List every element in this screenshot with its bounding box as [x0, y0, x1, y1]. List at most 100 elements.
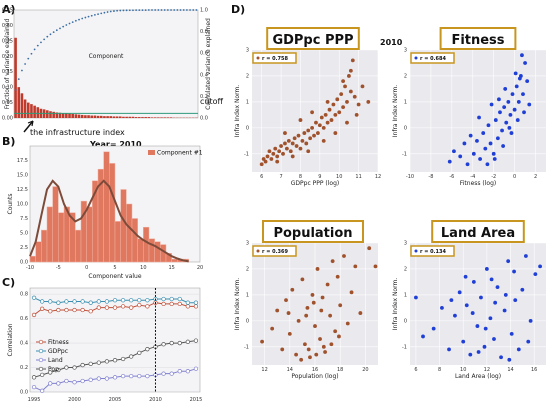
scatter-point	[318, 337, 322, 341]
scatter-point	[345, 100, 349, 104]
scatter-point	[457, 290, 462, 295]
chart-title-frame	[431, 220, 525, 243]
series-point	[31, 384, 37, 390]
scatter-point	[310, 125, 314, 130]
scatter-point	[501, 144, 506, 148]
scatter-point	[314, 120, 318, 125]
scatter-point	[333, 329, 338, 334]
y2-tick-label: 0.8	[200, 29, 208, 35]
scatter-point	[310, 110, 314, 115]
variance-bar	[49, 111, 52, 118]
scatter-point	[339, 92, 344, 97]
y-tick-label: 0.05	[2, 100, 13, 106]
legend-label: Component #1	[157, 150, 203, 157]
scatter-point	[269, 157, 274, 161]
chart-title-frame	[266, 27, 360, 50]
histogram-bar	[137, 238, 144, 263]
scatter-point	[507, 357, 512, 362]
scatter-point	[516, 100, 521, 104]
series-point	[39, 306, 45, 311]
x-tick-label: 5	[113, 265, 116, 271]
y-tick-label: 2	[404, 266, 407, 272]
series-point	[169, 340, 174, 346]
cumulative-point	[144, 9, 147, 12]
series-point	[56, 300, 61, 305]
series-point	[72, 365, 77, 370]
x-tick-label: -10	[406, 174, 414, 180]
scatter-point	[449, 298, 454, 303]
y-tick-label: 0.4	[20, 341, 28, 347]
scatter-point	[273, 146, 278, 151]
scatter-point	[331, 102, 336, 107]
series-point	[145, 298, 150, 303]
series-point	[193, 366, 199, 371]
series-point	[120, 373, 126, 379]
y-tick-label: -1	[402, 344, 407, 350]
scatter-point	[521, 92, 525, 97]
scatter-point	[329, 342, 334, 347]
y-tick-label: 2.5	[20, 245, 28, 251]
series-point	[120, 298, 126, 303]
scatter-point	[347, 74, 351, 78]
series-point	[48, 309, 53, 314]
scatter-point	[463, 274, 468, 279]
y2-tick-label: 0.0	[200, 116, 208, 122]
histogram-bar	[29, 255, 36, 263]
cumulative-point	[113, 10, 115, 12]
y-tick-label: 0.2	[20, 365, 28, 371]
variance-bar	[169, 117, 173, 118]
scatter-point	[305, 305, 310, 310]
scatter-point	[506, 259, 511, 264]
r-legend-marker	[256, 56, 260, 60]
scatter-point	[471, 151, 476, 156]
y-tick-label: 0	[404, 318, 407, 324]
scatter-point	[358, 311, 363, 315]
scatter-plot-area-d1	[252, 50, 378, 172]
series-point	[80, 378, 85, 384]
series-point	[96, 299, 101, 304]
variance-bar	[103, 116, 106, 118]
legend-label: Pop	[48, 366, 59, 373]
variance-bar	[84, 115, 87, 118]
variance-bar	[87, 115, 90, 118]
series-point	[80, 362, 85, 368]
variance-bar	[36, 107, 40, 118]
y-axis-label: Fraction of variance explained	[4, 19, 11, 110]
scatter-point	[447, 159, 452, 164]
variance-bar	[17, 87, 21, 118]
y-tick-label: 0.30	[2, 23, 13, 29]
cumulative-point	[109, 10, 112, 13]
scatter-point	[308, 355, 312, 360]
y-axis-label: Correlation	[7, 323, 14, 356]
legend-marker	[38, 366, 44, 372]
cumulative-point	[141, 9, 144, 12]
legend-swatch	[148, 150, 155, 155]
scatter-point	[520, 287, 525, 292]
variance-bar	[118, 116, 122, 118]
scatter-point	[475, 324, 480, 328]
y-tick-label: 0.0	[20, 260, 28, 266]
x-tick-label: 6	[260, 174, 263, 180]
series-point	[185, 300, 191, 305]
scatter-point	[522, 110, 526, 115]
scatter-point	[345, 120, 349, 125]
legend-label: Fitness	[48, 339, 69, 346]
scatter-point	[482, 344, 487, 349]
histogram-bar	[126, 203, 133, 263]
series-point	[137, 373, 142, 379]
cumulative-point	[195, 9, 198, 11]
variance-bar	[96, 115, 100, 118]
series-point	[56, 367, 61, 373]
series-point	[129, 298, 134, 303]
infrastructure-arrow	[23, 120, 34, 133]
cumulative-point	[24, 63, 27, 65]
scatter-point	[310, 293, 315, 297]
r-value-box	[252, 52, 297, 64]
variance-bar	[65, 113, 68, 118]
scatter-point	[481, 131, 486, 135]
y-tick-label: 3	[246, 241, 249, 247]
series-point	[129, 305, 134, 310]
panel-label-c: C)	[2, 276, 15, 289]
scatter-point	[286, 138, 291, 143]
scatter-point	[476, 350, 481, 354]
